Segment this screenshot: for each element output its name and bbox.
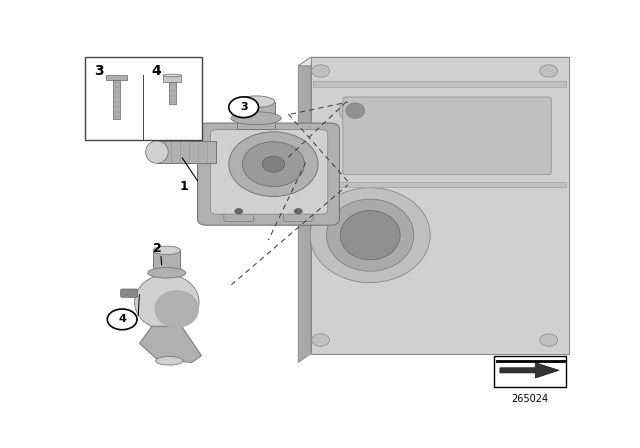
Text: 2: 2	[152, 242, 161, 255]
Bar	[85, 57, 202, 140]
Ellipse shape	[243, 142, 305, 186]
FancyBboxPatch shape	[211, 129, 328, 214]
Ellipse shape	[148, 267, 186, 278]
Circle shape	[229, 97, 259, 117]
Bar	[157, 141, 216, 163]
Ellipse shape	[153, 246, 180, 254]
Ellipse shape	[134, 275, 199, 330]
Bar	[153, 250, 180, 275]
FancyBboxPatch shape	[198, 123, 339, 225]
Text: 265024: 265024	[511, 394, 548, 404]
Bar	[237, 102, 275, 129]
Ellipse shape	[106, 77, 127, 79]
Circle shape	[108, 309, 137, 330]
Bar	[313, 81, 566, 87]
Text: 3: 3	[94, 64, 104, 78]
Bar	[106, 75, 127, 80]
FancyBboxPatch shape	[121, 289, 138, 297]
Ellipse shape	[326, 199, 414, 271]
Bar	[313, 182, 566, 187]
Polygon shape	[140, 326, 202, 362]
Circle shape	[235, 208, 243, 214]
Polygon shape	[298, 57, 568, 66]
Ellipse shape	[154, 290, 199, 328]
Polygon shape	[500, 363, 559, 378]
Ellipse shape	[346, 103, 365, 118]
Ellipse shape	[340, 211, 400, 260]
Circle shape	[294, 208, 302, 214]
Polygon shape	[298, 57, 310, 362]
Text: 3: 3	[240, 102, 248, 112]
FancyBboxPatch shape	[343, 97, 551, 175]
Circle shape	[540, 65, 557, 77]
Circle shape	[312, 65, 330, 77]
Bar	[494, 356, 566, 387]
Ellipse shape	[163, 74, 182, 77]
Ellipse shape	[262, 156, 285, 172]
Ellipse shape	[237, 96, 275, 108]
FancyBboxPatch shape	[224, 208, 253, 221]
Bar	[310, 57, 568, 354]
Ellipse shape	[229, 132, 318, 196]
Bar	[113, 80, 120, 119]
Text: 1: 1	[180, 180, 189, 193]
Text: 4: 4	[118, 314, 126, 324]
Circle shape	[540, 334, 557, 346]
Ellipse shape	[339, 98, 371, 124]
Ellipse shape	[310, 188, 430, 283]
Bar	[163, 75, 182, 82]
Bar	[169, 82, 176, 104]
Ellipse shape	[231, 112, 281, 125]
FancyBboxPatch shape	[284, 208, 313, 221]
Ellipse shape	[145, 141, 168, 163]
Circle shape	[312, 334, 330, 346]
Text: 4: 4	[152, 64, 161, 78]
Ellipse shape	[156, 357, 183, 365]
